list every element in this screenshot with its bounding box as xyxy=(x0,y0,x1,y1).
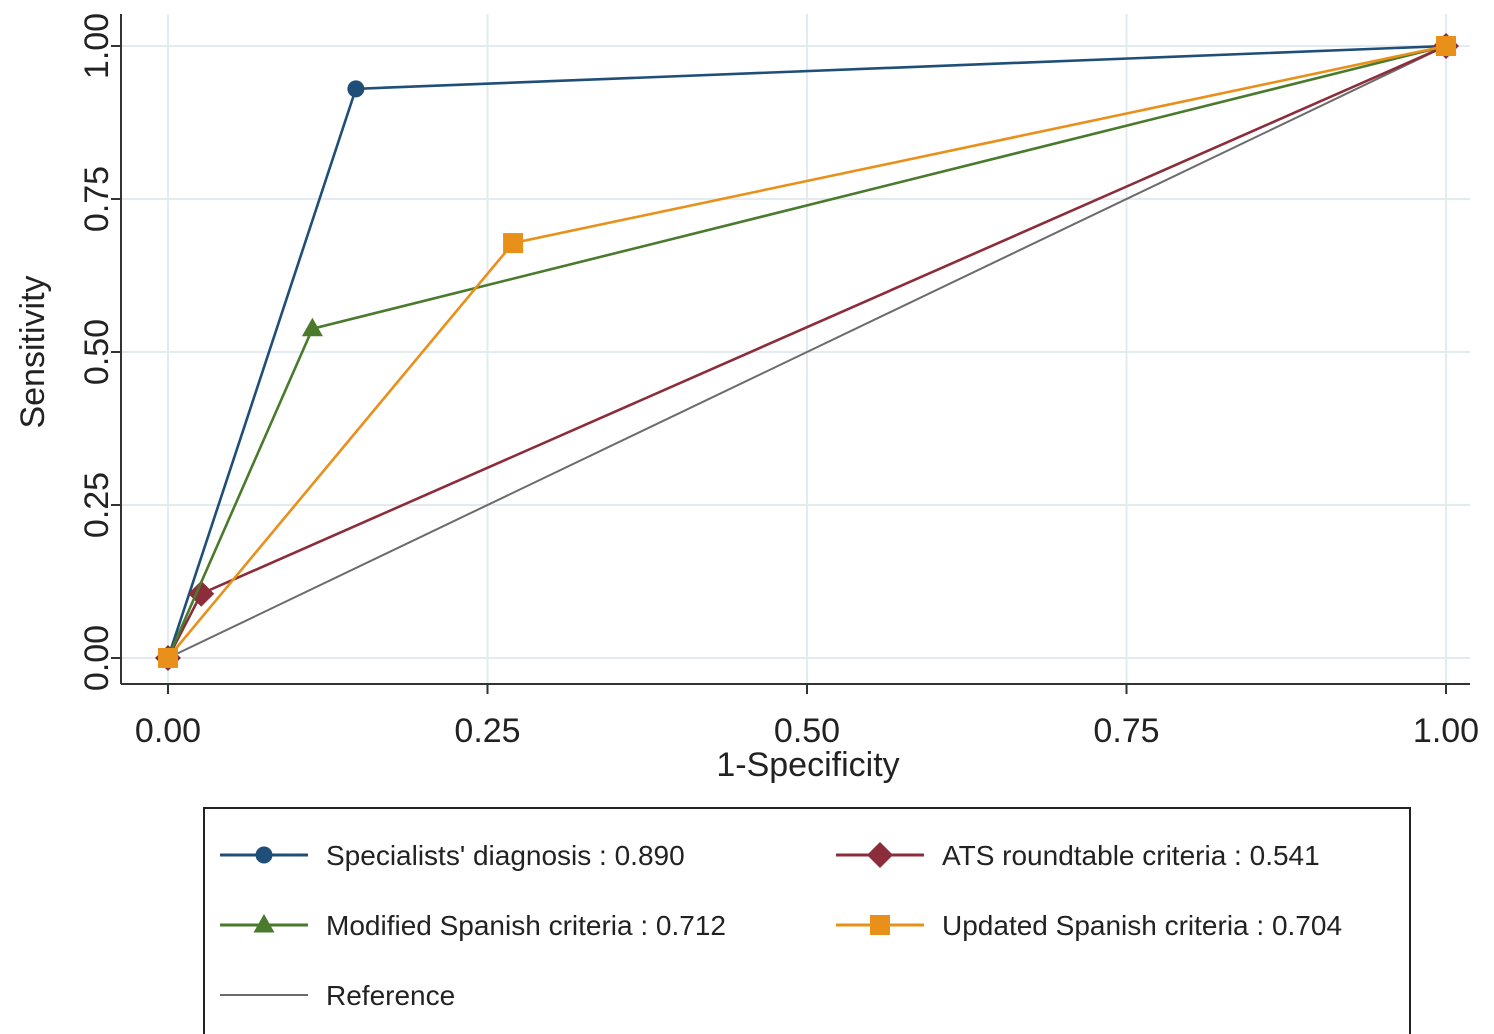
legend-label: ATS roundtable criteria : 0.541 xyxy=(942,840,1320,871)
y-tick-label: 0.25 xyxy=(78,472,116,538)
grid-lines xyxy=(121,14,1470,684)
y-axis-title: Sensitivity xyxy=(14,275,52,428)
data-point xyxy=(503,233,524,254)
legend-label: Reference xyxy=(326,980,455,1011)
series-4 xyxy=(167,45,1447,659)
legend-item-1: ATS roundtable criteria : 0.541 xyxy=(836,840,1320,871)
tick-labels: 0.00 0.25 0.50 0.75 1.00 0.00 0.25 0.50 0.75 1.00 xyxy=(78,13,1479,750)
series-line xyxy=(167,45,1447,659)
y-tick-label: 1.00 xyxy=(78,13,116,79)
x-tick-label: 0.25 xyxy=(454,712,520,750)
x-tick-label: 0.50 xyxy=(774,712,840,750)
legend: Specialists' diagnosis : 0.890 ATS roundt… xyxy=(203,807,1411,1034)
legend-swatch-marker xyxy=(867,842,893,868)
data-point xyxy=(301,317,323,337)
legend-swatch-marker xyxy=(255,846,273,864)
x-tick-label: 1.00 xyxy=(1413,712,1479,750)
legend-swatch-marker xyxy=(253,914,275,933)
series-3 xyxy=(158,36,1456,668)
legend-item-2: Modified Spanish criteria : 0.712 xyxy=(220,910,726,941)
x-tick-label: 0.00 xyxy=(135,712,201,750)
y-tick-label: 0.00 xyxy=(78,625,116,691)
x-axis-title: 1-Specificity xyxy=(716,746,899,784)
series-layer xyxy=(155,33,1459,671)
data-point xyxy=(1436,36,1456,56)
legend-item-0: Specialists' diagnosis : 0.890 xyxy=(220,840,685,871)
legend-swatch-marker xyxy=(870,915,890,935)
data-point xyxy=(158,648,178,668)
legend-item-4: Reference xyxy=(220,980,455,1011)
y-tick-label: 0.50 xyxy=(78,319,116,385)
y-tick-label: 0.75 xyxy=(78,166,116,232)
legend-label: Updated Spanish criteria : 0.704 xyxy=(942,910,1342,941)
legend-box xyxy=(203,807,1411,1034)
data-point xyxy=(347,80,365,98)
axes xyxy=(111,14,1470,694)
legend-label: Specialists' diagnosis : 0.890 xyxy=(326,840,685,871)
legend-label: Modified Spanish criteria : 0.712 xyxy=(326,910,726,941)
legend-item-3: Updated Spanish criteria : 0.704 xyxy=(836,910,1342,941)
x-tick-label: 0.75 xyxy=(1093,712,1159,750)
